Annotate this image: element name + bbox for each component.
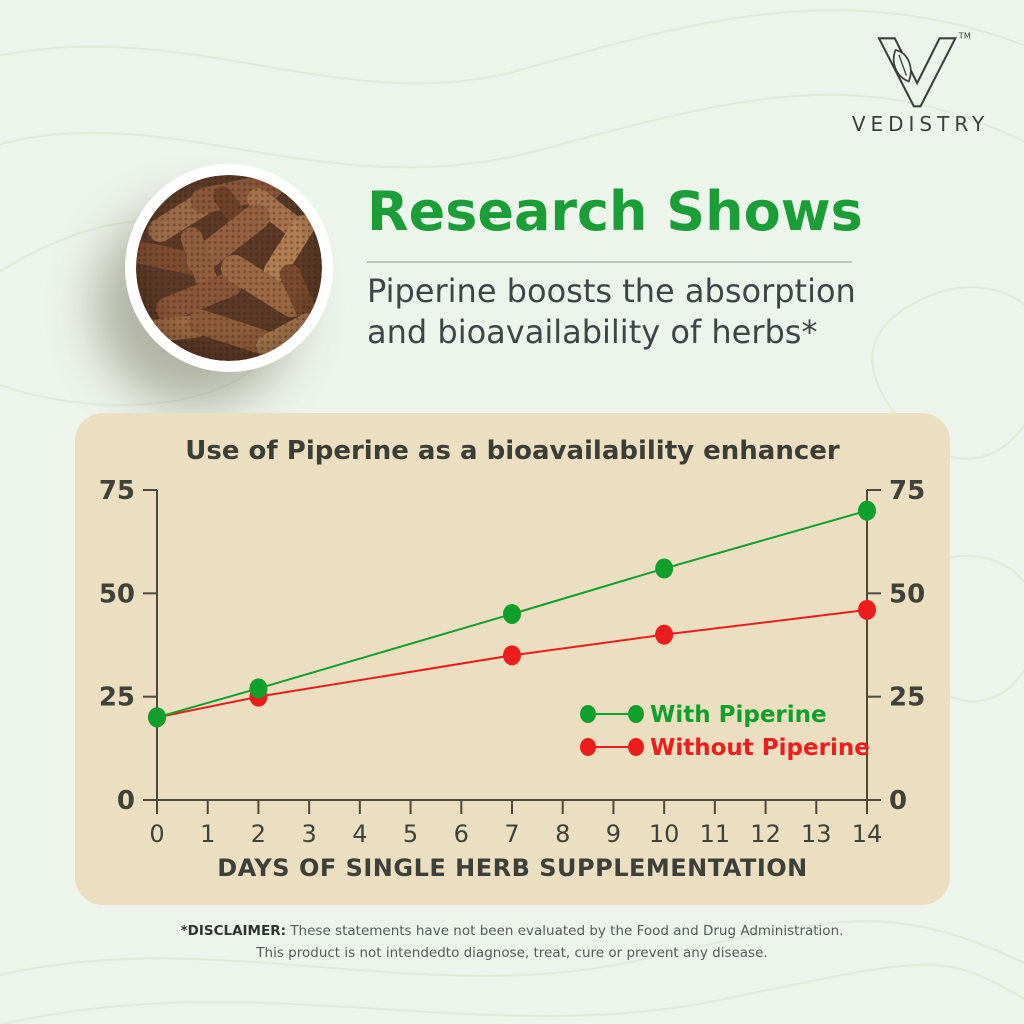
x-tick-label: 8 <box>555 820 570 848</box>
disclaimer-line-1: *DISCLAIMER: These statements have not b… <box>180 923 844 939</box>
long-pepper-photo <box>125 164 333 372</box>
legend-dot <box>580 705 596 723</box>
y-tick-label: 0 <box>889 786 907 816</box>
y-tick-label: 75 <box>99 476 135 506</box>
legend-dot <box>628 705 644 723</box>
x-tick-label: 5 <box>403 820 418 848</box>
x-tick-label: 11 <box>700 820 731 848</box>
subheading-line-2: and bioavailability of herbs* <box>367 313 818 351</box>
data-point <box>503 604 521 624</box>
legend-item-label: Without Piperine <box>650 735 870 761</box>
x-tick-label: 9 <box>606 820 621 848</box>
page-title: Research Shows <box>367 180 863 243</box>
legend-dot <box>628 738 644 756</box>
x-tick-label: 7 <box>504 820 519 848</box>
x-tick-label: 14 <box>852 820 883 848</box>
headline-divider <box>367 261 852 263</box>
x-tick-label: 13 <box>801 820 832 848</box>
y-tick-label: 50 <box>889 579 925 609</box>
data-point <box>655 624 674 645</box>
disclaimer-label: *DISCLAIMER: <box>180 923 287 939</box>
x-tick-label: 6 <box>454 820 469 848</box>
subheading: Piperine boosts the absorption and bioav… <box>367 271 856 353</box>
subheading-line-1: Piperine boosts the absorption <box>367 272 856 310</box>
legend-item-label: With Piperine <box>650 702 827 728</box>
x-tick-label: 12 <box>750 820 781 848</box>
chart-title: Use of Piperine as a bioavailability enh… <box>185 436 840 466</box>
y-tick-label: 0 <box>117 786 135 816</box>
brand-logo: TM VEDISTRY <box>838 30 998 136</box>
y-tick-label: 75 <box>889 476 925 506</box>
data-point <box>503 645 521 666</box>
x-tick-label: 1 <box>200 820 215 848</box>
data-point <box>858 500 876 521</box>
brand-name: VEDISTRY <box>851 112 990 136</box>
long-pepper-illustration <box>136 175 322 361</box>
x-axis-title: DAYS OF SINGLE HERB SUPPLEMENTATION <box>217 854 808 882</box>
x-tick-label: 10 <box>649 820 680 848</box>
data-point <box>655 558 674 579</box>
trademark-symbol: TM <box>958 30 971 40</box>
disclaimer: *DISCLAIMER: These statements have not b… <box>0 920 1024 964</box>
x-tick-label: 0 <box>149 820 164 848</box>
vedistry-logo-icon: TM <box>877 30 971 108</box>
legend-dot <box>580 738 596 756</box>
y-tick-label: 25 <box>99 683 135 713</box>
x-tick-label: 3 <box>302 820 317 848</box>
data-point <box>249 678 268 699</box>
x-tick-label: 2 <box>251 820 266 848</box>
data-point <box>858 599 876 620</box>
data-point <box>148 707 166 728</box>
chart-panel: Use of Piperine as a bioavailability enh… <box>75 413 950 905</box>
y-tick-label: 50 <box>99 579 135 609</box>
headline: Research Shows <box>367 180 912 243</box>
y-tick-label: 25 <box>889 683 925 713</box>
disclaimer-line-2: This product is not intendedto diagnose,… <box>256 945 768 961</box>
x-tick-label: 4 <box>352 820 367 848</box>
